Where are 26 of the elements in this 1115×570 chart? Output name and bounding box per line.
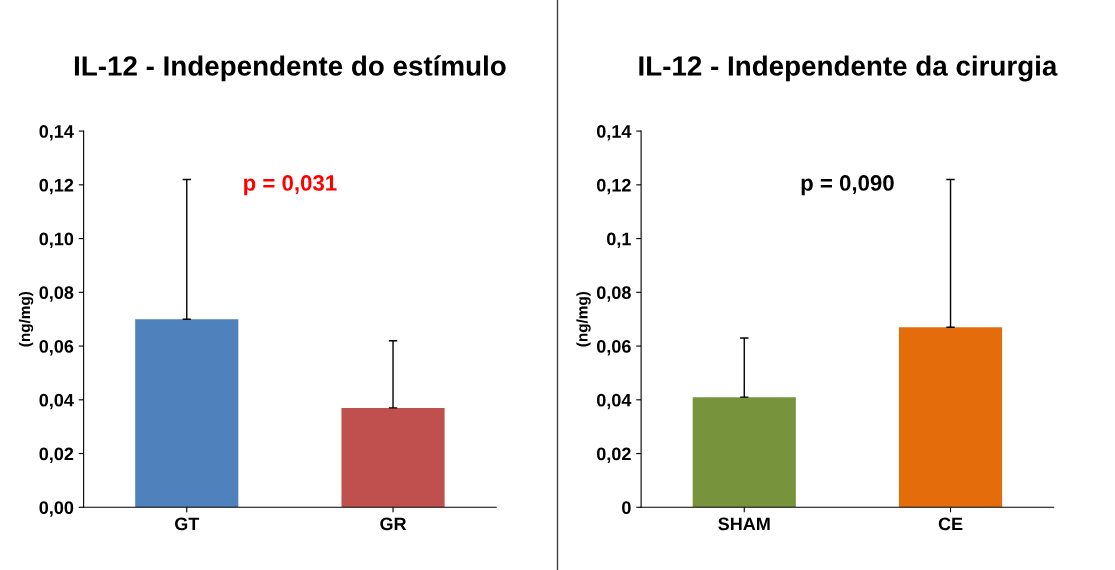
- y-tick-label: 0,04: [39, 393, 74, 410]
- x-tick-label: GT: [174, 517, 200, 531]
- y-tick-label: 0,14: [596, 125, 632, 141]
- y-tick-label: 0,04: [596, 393, 632, 410]
- x-tick-label: SHAM: [718, 517, 770, 531]
- y-axis-title: (ng/mg): [576, 291, 591, 347]
- chart-title: IL-12 - Independente da cirurgia: [639, 55, 1058, 82]
- y-tick-label: 0,06: [596, 340, 631, 356]
- y-tick-label: 0,10: [39, 232, 74, 248]
- y-tick-label: 0,1: [607, 232, 631, 248]
- annotation: p = 0,031: [244, 175, 337, 196]
- y-tick-label: 0,08: [39, 286, 74, 302]
- y-tick-label: 0,02: [596, 447, 631, 463]
- y-tick-label: 0,06: [39, 340, 74, 356]
- y-tick-label: 0,12: [39, 178, 74, 195]
- y-axis-title: (ng/mg): [18, 291, 34, 347]
- x-tick-label: GR: [380, 517, 407, 531]
- y-tick-label: 0,08: [596, 286, 631, 302]
- y-tick-label: 0,12: [596, 178, 631, 195]
- chart-title: IL-12 - Independente do estímulo: [74, 55, 506, 82]
- y-tick-label: 0,14: [39, 125, 74, 141]
- y-tick-label: 0,02: [39, 447, 74, 463]
- annotation: p = 0,090: [801, 175, 894, 196]
- y-tick-label: 0: [622, 501, 631, 515]
- y-tick-label: 0,00: [39, 501, 74, 517]
- x-tick-label: CE: [938, 517, 963, 531]
